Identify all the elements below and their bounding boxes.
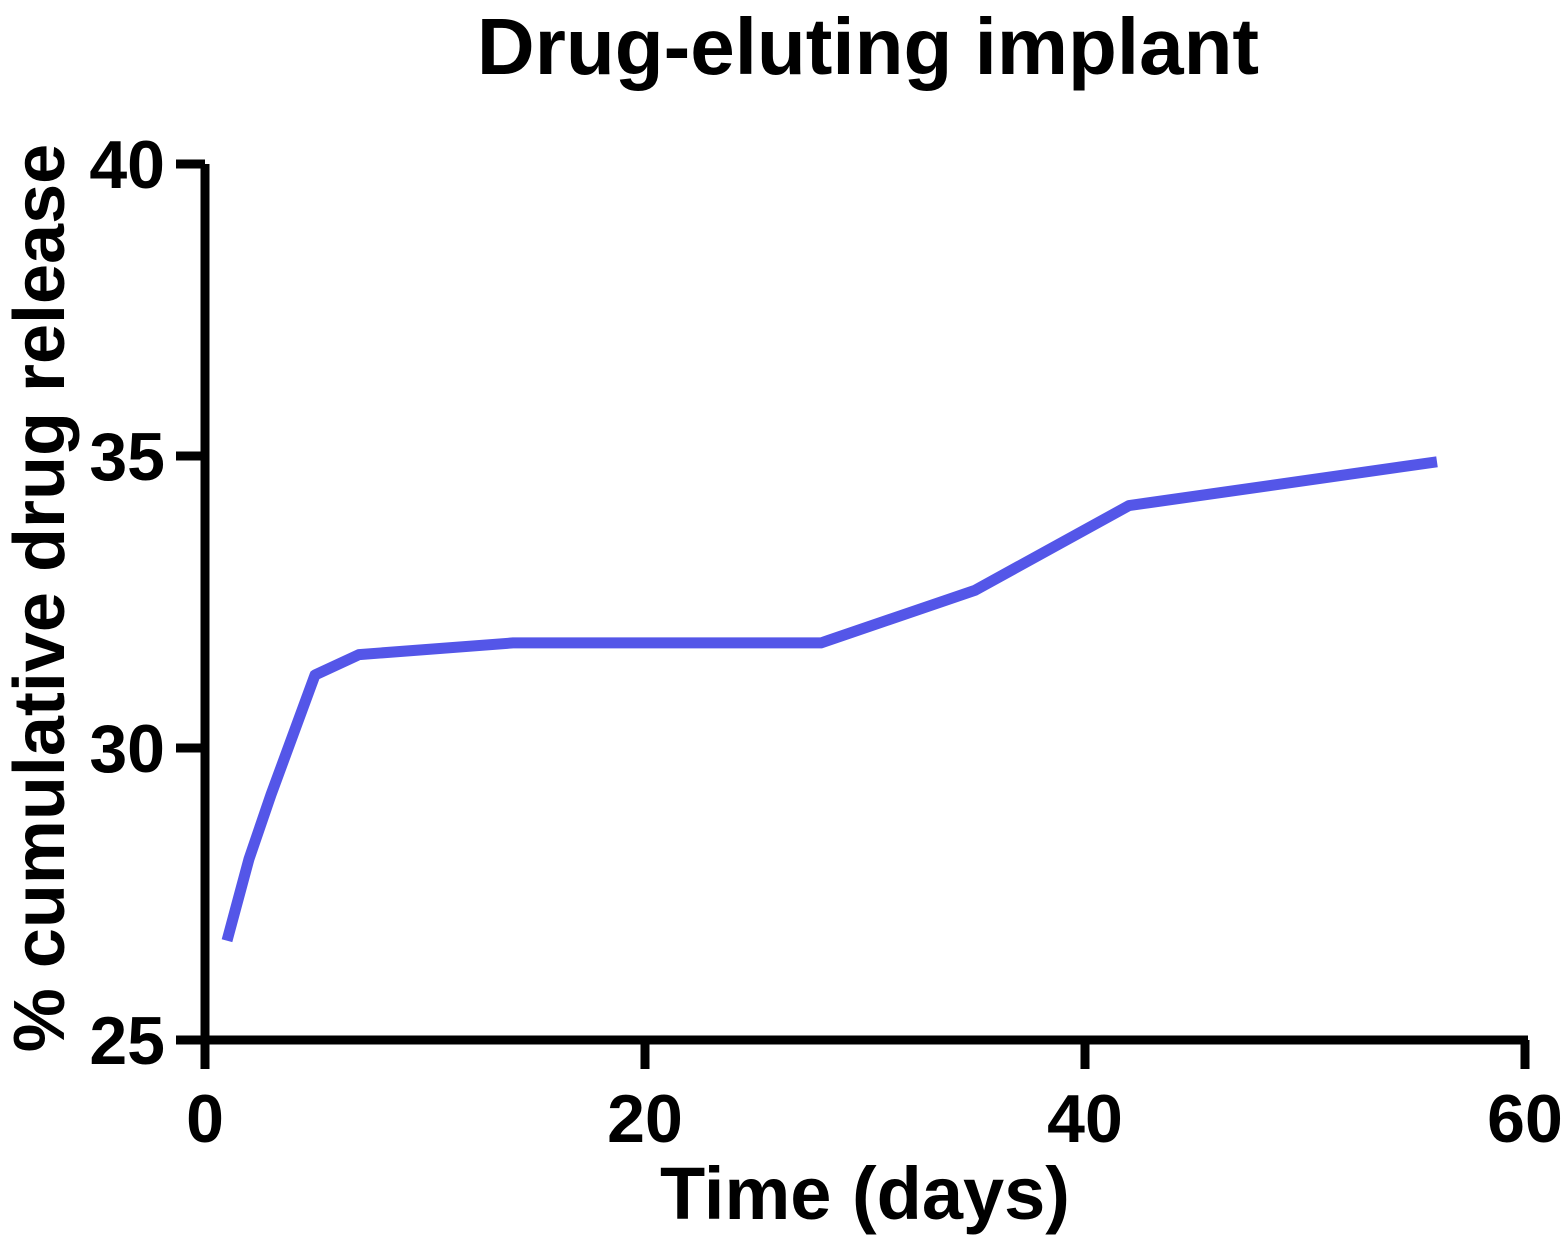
y-tick-label: 30	[89, 711, 165, 787]
y-tick-label: 40	[89, 127, 165, 203]
tick-labels: 25 30 35 40 0 20 40 60	[89, 127, 1562, 1157]
x-tick-label: 40	[1047, 1081, 1123, 1157]
series-line	[221, 456, 1438, 943]
ticks	[176, 159, 1530, 1069]
y-tick-label: 25	[89, 1003, 165, 1079]
x-axis-title: Time (days)	[660, 1152, 1070, 1235]
y-axis-title: % cumulative drug release	[0, 144, 80, 1052]
chart-title: Drug-eluting implant	[477, 2, 1259, 91]
x-tick-label: 0	[186, 1081, 224, 1157]
axes	[200, 164, 1528, 1045]
x-tick-label: 20	[607, 1081, 683, 1157]
y-tick-label: 35	[89, 419, 165, 495]
x-tick-label: 60	[1487, 1081, 1563, 1157]
